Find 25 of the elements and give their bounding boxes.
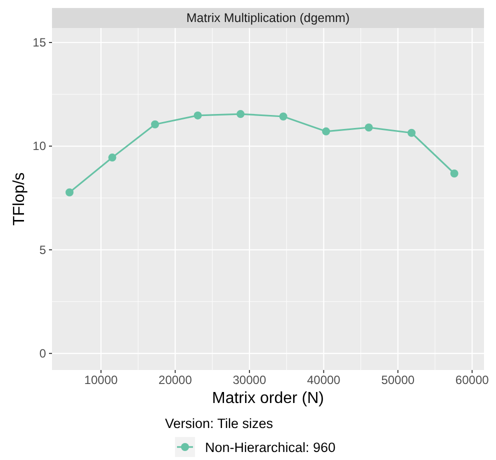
- y-tick-label: 15: [32, 36, 46, 50]
- point: [408, 128, 416, 137]
- x-tick-label: 10000: [84, 373, 118, 387]
- x-tick-label: 40000: [306, 373, 341, 387]
- legend-label: Non-Hierarchical: 960: [205, 440, 336, 455]
- point: [322, 127, 330, 136]
- point: [194, 111, 202, 120]
- chart-title: Matrix Multiplication (dgemm): [186, 11, 350, 25]
- point: [66, 188, 74, 196]
- point: [279, 112, 288, 121]
- point: [151, 120, 160, 128]
- y-tick-label: 0: [39, 346, 46, 360]
- point: [450, 170, 458, 178]
- x-tick-label: 60000: [455, 373, 490, 387]
- point: [364, 123, 373, 132]
- x-tick-label: 20000: [158, 373, 192, 387]
- y-tick-label: 10: [32, 139, 46, 154]
- x-tick-label: 30000: [232, 373, 266, 387]
- x-axis-title: Matrix order (N): [212, 390, 324, 407]
- y-tick-label: 5: [39, 242, 46, 257]
- legend-title: Version: Tile sizes: [165, 416, 274, 431]
- x-tick-label: 50000: [381, 373, 415, 387]
- y-axis-title: TFlop/s: [11, 172, 28, 226]
- point: [236, 110, 245, 118]
- point: [108, 154, 116, 162]
